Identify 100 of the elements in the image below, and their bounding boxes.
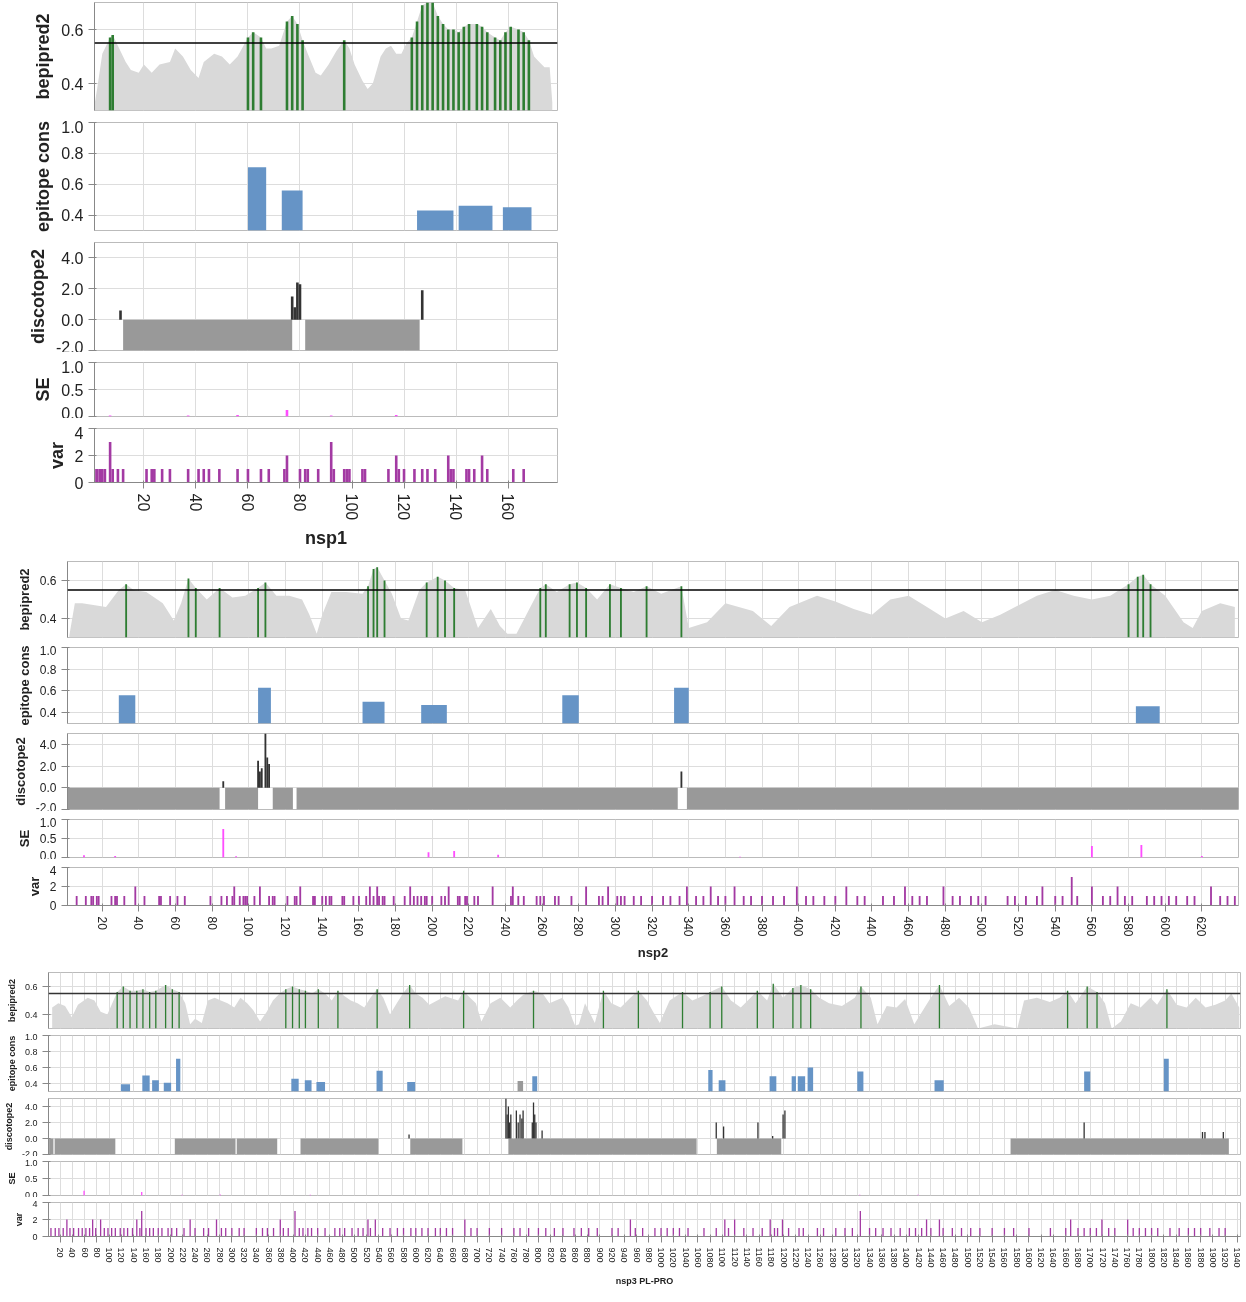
- x-tick-label: 160: [140, 1247, 151, 1263]
- x-tick-label: 140: [447, 493, 465, 521]
- x-tick-label: 560: [1084, 916, 1099, 937]
- x-tick-label: 400: [791, 916, 806, 937]
- x-tick-label: 1840: [1171, 1247, 1182, 1268]
- x-tick-label: 120: [395, 493, 413, 521]
- y-tick-label: 0.4: [39, 612, 57, 626]
- x-tick-label: 1340: [864, 1247, 875, 1268]
- x-tick-label: 200: [165, 1247, 176, 1263]
- x-tick-label: 1240: [803, 1247, 814, 1268]
- x-tick-label: 1580: [1011, 1247, 1022, 1268]
- x-tick-label: 1760: [1122, 1247, 1133, 1268]
- x-tick-label: 1440: [925, 1247, 936, 1268]
- x-tick-label: 140: [314, 916, 329, 937]
- x-tick-label: 860: [570, 1247, 581, 1263]
- y-tick-label: 0.6: [24, 1062, 38, 1073]
- x-tick-label: 780: [521, 1247, 532, 1263]
- x-tick-label: 660: [447, 1247, 458, 1263]
- x-tick-label: 580: [398, 1247, 409, 1263]
- y-tick-label: 4.0: [24, 1101, 38, 1112]
- x-tick-label: 700: [472, 1247, 483, 1263]
- x-axis-title: nsp1: [304, 528, 348, 549]
- y-tick-label: 2.0: [39, 759, 57, 774]
- x-tick-label: 120: [116, 1247, 127, 1263]
- y-tick-label: 0.6: [39, 574, 57, 588]
- y-tick-label: 0.0: [39, 848, 57, 863]
- x-tick-label: 300: [607, 916, 622, 937]
- x-tick-label: 280: [571, 916, 586, 937]
- x-tick-label: 1700: [1085, 1247, 1096, 1268]
- y-tick-label: 0.0: [39, 781, 57, 796]
- x-tick-label: 1900: [1207, 1247, 1218, 1268]
- x-tick-label: 340: [681, 916, 696, 937]
- y-tick-label: 0.5: [24, 1173, 38, 1184]
- x-tick-label: 440: [312, 1247, 323, 1263]
- y-axis-title: SE: [33, 377, 54, 402]
- x-tick-label: 1740: [1109, 1247, 1120, 1268]
- y-tick-label: -2.0: [35, 800, 57, 815]
- x-tick-label: 940: [619, 1247, 630, 1263]
- x-tick-label: 600: [1157, 916, 1172, 937]
- x-tick-label: 1420: [913, 1247, 924, 1268]
- x-tick-label: 200: [424, 916, 439, 937]
- y-tick-label: 0.5: [39, 832, 57, 846]
- x-tick-label: 680: [459, 1247, 470, 1263]
- x-tick-label: 1520: [974, 1247, 985, 1268]
- x-tick-label: 1080: [705, 1247, 716, 1268]
- x-tick-label: 1640: [1048, 1247, 1059, 1268]
- x-tick-label: 1360: [876, 1247, 887, 1268]
- x-tick-label: 1100: [717, 1247, 728, 1267]
- x-tick-label: 1480: [950, 1247, 961, 1268]
- x-tick-label: 520: [1011, 916, 1026, 937]
- x-tick-label: 400: [288, 1247, 299, 1263]
- x-tick-label: 220: [177, 1247, 188, 1263]
- y-tick-label: 0: [49, 899, 57, 913]
- x-tick-label: 340: [251, 1247, 262, 1263]
- x-tick-label: 80: [91, 1247, 102, 1258]
- y-tick-label: 0: [32, 1231, 38, 1242]
- x-tick-label: 500: [974, 916, 989, 937]
- x-tick-label: 900: [594, 1247, 605, 1263]
- x-tick-label: 1780: [1134, 1247, 1145, 1268]
- x-tick-label: 1860: [1183, 1247, 1194, 1268]
- x-tick-label: 1940: [1232, 1247, 1243, 1268]
- x-tick-label: 540: [1047, 916, 1062, 937]
- x-tick-label: 80: [290, 493, 308, 512]
- x-tick-label: 60: [238, 493, 256, 512]
- x-tick-label: 220: [461, 916, 476, 937]
- x-tick-label: 800: [533, 1247, 544, 1263]
- x-tick-label: 80: [204, 916, 219, 931]
- x-tick-label: 260: [534, 916, 549, 937]
- x-tick-label: 1460: [938, 1247, 949, 1268]
- y-tick-label: 1.0: [24, 1031, 38, 1042]
- y-tick-label: 0.6: [39, 684, 57, 699]
- x-tick-label: 1320: [852, 1247, 863, 1268]
- x-tick-label: 180: [153, 1247, 164, 1263]
- x-tick-label: 1060: [692, 1247, 703, 1268]
- x-tick-label: 1160: [754, 1247, 765, 1267]
- y-tick-label: 0.8: [24, 1046, 38, 1057]
- y-tick-label: 0.5: [61, 381, 84, 399]
- x-tick-label: 320: [644, 916, 659, 937]
- y-tick-label: 4: [74, 424, 84, 442]
- x-tick-label: 1120: [729, 1247, 740, 1267]
- x-tick-label: 360: [263, 1247, 274, 1263]
- y-tick-label: 4: [49, 863, 57, 878]
- x-tick-label: 320: [239, 1247, 250, 1263]
- y-tick-label: 2.0: [24, 1117, 38, 1128]
- y-tick-label: 4.0: [39, 737, 57, 752]
- x-tick-label: 1880: [1195, 1247, 1206, 1268]
- x-tick-label: 1540: [987, 1247, 998, 1268]
- y-axis-title: SE: [16, 829, 32, 848]
- y-axis-title: discotope2: [12, 737, 28, 806]
- x-tick-label: 820: [545, 1247, 556, 1263]
- x-tick-label: 260: [202, 1247, 213, 1263]
- x-tick-label: 1380: [889, 1247, 900, 1268]
- x-tick-label: 1300: [840, 1247, 851, 1268]
- x-tick-label: 1820: [1158, 1247, 1169, 1268]
- y-tick-label: 2: [49, 880, 57, 894]
- x-tick-label: 980: [643, 1247, 654, 1263]
- x-tick-label: 380: [275, 1247, 286, 1263]
- y-axis-title: bepipred2: [6, 978, 17, 1022]
- x-tick-label: 840: [557, 1247, 568, 1263]
- y-tick-label: 0: [74, 474, 84, 492]
